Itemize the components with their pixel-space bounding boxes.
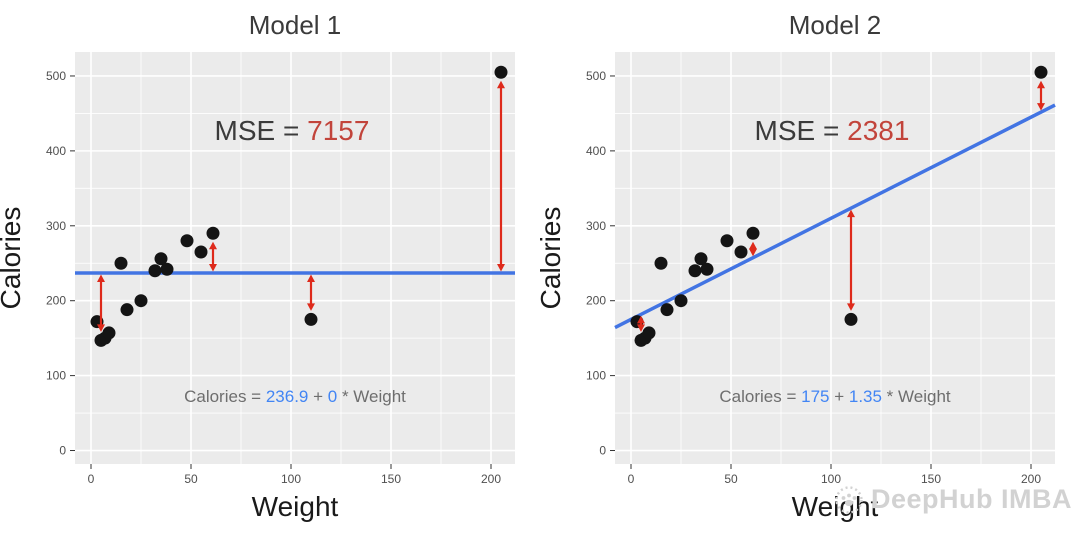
data-point <box>654 256 668 270</box>
x-tick-label: 0 <box>628 472 635 486</box>
x-tick-label: 150 <box>921 472 941 486</box>
arrowhead <box>97 274 105 283</box>
data-points <box>630 65 1048 347</box>
y-axis-title: Calories <box>0 207 26 310</box>
x-tick-label: 50 <box>184 472 198 486</box>
deephub-logo-icon <box>834 485 864 515</box>
x-tick-label: 100 <box>821 472 841 486</box>
arrowhead <box>209 264 217 272</box>
y-tick-label: 200 <box>586 294 606 308</box>
data-point <box>114 256 128 270</box>
x-tick-label: 200 <box>1021 472 1041 486</box>
arrowhead <box>209 241 217 250</box>
arrowhead <box>497 80 505 89</box>
axis-ticks: 0 50 100 150 200 0 100 200 300 400 500 <box>586 69 1041 486</box>
data-point <box>120 303 134 317</box>
x-tick-label: 150 <box>381 472 401 486</box>
y-tick-label: 400 <box>46 144 66 158</box>
data-point <box>688 264 702 278</box>
model-2-chart: 0 50 100 150 200 0 100 200 300 400 500 Model 2 Weigh… <box>540 10 1056 522</box>
chart-title: Model 2 <box>789 10 882 40</box>
axis-ticks: 0 50 100 150 200 0 100 200 300 400 500 <box>46 69 501 486</box>
gridlines <box>615 52 1055 464</box>
arrowhead <box>307 303 315 311</box>
equation-annotation: Calories = 175 + 1.35 * Weight <box>719 387 951 406</box>
x-axis-title: Weight <box>792 491 879 522</box>
y-tick-label: 500 <box>46 69 66 83</box>
y-tick-label: 400 <box>586 144 606 158</box>
data-point <box>694 252 708 266</box>
data-point <box>304 312 318 326</box>
y-tick-label: 100 <box>586 369 606 383</box>
chart-title: Model 1 <box>249 10 342 40</box>
model-1-chart: 0 50 100 150 200 0 100 200 300 400 500 Model 1 Weigh… <box>0 10 515 522</box>
data-point <box>194 245 208 259</box>
model-2-figure: 0 50 100 150 200 0 100 200 300 400 500 Model 2 Weigh… <box>540 0 1080 541</box>
arrowhead <box>97 324 105 332</box>
mse-annotation: MSE = 2381 <box>755 115 910 146</box>
regression-line <box>614 103 1056 330</box>
x-tick-label: 50 <box>724 472 738 486</box>
y-tick-label: 300 <box>46 219 66 233</box>
data-point <box>642 326 656 340</box>
equation-annotation: Calories = 236.9 + 0 * Weight <box>184 387 406 406</box>
arrowhead <box>1037 80 1045 89</box>
arrowhead <box>497 264 505 272</box>
arrowhead <box>1037 103 1045 111</box>
data-point <box>844 312 858 326</box>
data-point <box>720 234 734 248</box>
x-tick-label: 200 <box>481 472 501 486</box>
x-axis-title: Weight <box>252 491 339 522</box>
data-point <box>180 234 194 248</box>
x-tick-label: 0 <box>88 472 95 486</box>
y-tick-label: 300 <box>586 219 606 233</box>
arrowhead <box>847 209 855 218</box>
arrowhead <box>637 324 645 332</box>
data-point <box>660 303 674 317</box>
gridlines <box>75 52 515 464</box>
watermark: DeepHub IMBA <box>834 484 1072 515</box>
y-tick-label: 0 <box>59 444 66 458</box>
x-tick-label: 100 <box>281 472 301 486</box>
arrowhead <box>637 315 645 324</box>
data-point <box>154 252 168 266</box>
arrowhead <box>307 274 315 283</box>
arrowhead <box>749 241 757 250</box>
plot-panel <box>75 52 515 464</box>
data-point <box>494 65 508 79</box>
data-point <box>734 245 748 259</box>
data-point <box>148 264 162 278</box>
y-axis-title: Calories <box>540 207 566 310</box>
y-tick-label: 100 <box>46 369 66 383</box>
arrowhead <box>749 248 757 257</box>
y-tick-label: 0 <box>599 444 606 458</box>
data-point <box>160 262 174 276</box>
plot-panel <box>615 52 1055 464</box>
model-1-figure: 0 50 100 150 200 0 100 200 300 400 500 Model 1 Weigh… <box>0 10 515 522</box>
data-point <box>700 262 714 276</box>
residual-arrows <box>97 80 505 332</box>
watermark-text: DeepHub IMBA <box>871 484 1072 514</box>
arrowhead <box>847 303 855 311</box>
y-tick-label: 200 <box>46 294 66 308</box>
data-point <box>134 294 148 308</box>
data-point <box>746 226 760 240</box>
y-tick-label: 500 <box>586 69 606 83</box>
mse-annotation: MSE = 7157 <box>215 115 370 146</box>
data-point <box>206 226 220 240</box>
data-point <box>1034 65 1048 79</box>
data-points <box>90 65 508 347</box>
data-point <box>102 326 116 340</box>
residual-arrows <box>637 80 1045 332</box>
data-point <box>674 294 688 308</box>
